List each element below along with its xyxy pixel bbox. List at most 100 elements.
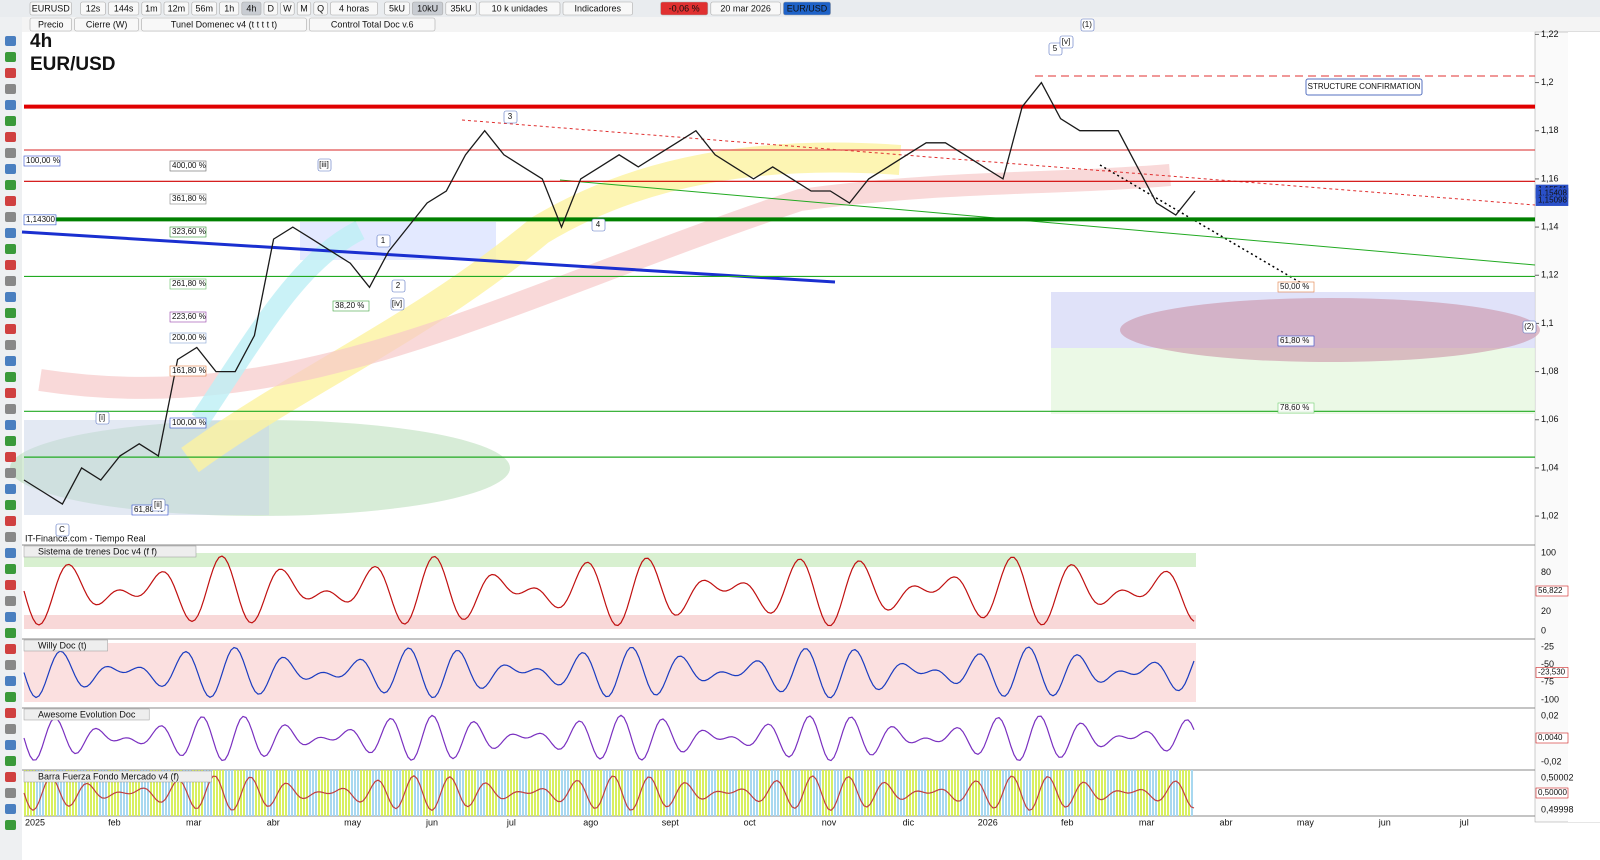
timeframe-button-box[interactable] [280, 1, 295, 16]
tool-icon[interactable] [5, 180, 16, 190]
unit-button-box[interactable] [445, 1, 477, 16]
timeframe-button-box[interactable] [241, 1, 262, 16]
tool-icon[interactable] [5, 740, 16, 750]
tool-icon[interactable] [5, 756, 16, 766]
tool-icon[interactable] [5, 548, 16, 558]
indicators-menu[interactable]: Indicadores [575, 3, 622, 13]
indicator-legend-box[interactable] [309, 17, 436, 32]
tool-icon[interactable] [5, 52, 16, 62]
timeframe-button[interactable]: 144s [114, 3, 134, 13]
tool-icon[interactable] [5, 420, 16, 430]
tool-icon[interactable] [5, 452, 16, 462]
instrument[interactable]: EUR/USD [787, 3, 828, 13]
date-box[interactable] [710, 1, 781, 16]
tool-icon[interactable] [5, 660, 16, 670]
timeframe-button[interactable]: 12m [168, 3, 186, 13]
timeframe-button[interactable]: 56m [195, 3, 213, 13]
indicator-legend-box[interactable] [74, 17, 139, 32]
tool-icon[interactable] [5, 228, 16, 238]
indicator-legend[interactable]: Cierre (W) [86, 19, 128, 29]
change[interactable]: -0,06 % [669, 3, 700, 13]
tool-icon[interactable] [5, 596, 16, 606]
timeframe-button-box[interactable] [313, 1, 328, 16]
timeframe-button-box[interactable] [108, 1, 140, 16]
timeframe-button[interactable]: Q [317, 3, 324, 13]
timeframe-button-box[interactable] [80, 1, 106, 16]
tool-icon[interactable] [5, 372, 16, 382]
tool-icon[interactable] [5, 212, 16, 222]
tool-icon[interactable] [5, 612, 16, 622]
timeframe-button-box[interactable] [163, 1, 190, 16]
timeframe-button[interactable]: D [268, 3, 275, 13]
tool-icon[interactable] [5, 292, 16, 302]
units-menu-box[interactable] [478, 1, 561, 16]
timeframe-button-box[interactable] [296, 1, 312, 16]
timeframe-button-box[interactable] [219, 1, 240, 16]
tool-icon[interactable] [5, 388, 16, 398]
tool-icon[interactable] [5, 772, 16, 782]
tool-icon[interactable] [5, 692, 16, 702]
symbol[interactable]: EURUSD [32, 3, 71, 13]
unit-button-box[interactable] [384, 1, 410, 16]
indicator-legend-box[interactable] [141, 17, 307, 32]
tool-icon[interactable] [5, 468, 16, 478]
timeframe-button[interactable]: W [283, 3, 292, 13]
tool-icon[interactable] [5, 340, 16, 350]
period-menu-box[interactable] [330, 1, 378, 16]
tool-icon[interactable] [5, 788, 16, 798]
timeframe-button[interactable]: 1m [145, 3, 158, 13]
indicator-legend[interactable]: Tunel Domenec v4 (t t t t t) [171, 19, 277, 29]
tool-icon[interactable] [5, 356, 16, 366]
tool-icon[interactable] [5, 36, 16, 46]
tool-icon[interactable] [5, 484, 16, 494]
tool-icon[interactable] [5, 580, 16, 590]
indicator-legend-box[interactable] [29, 17, 72, 32]
indicators-menu-box[interactable] [562, 1, 633, 16]
tool-icon[interactable] [5, 196, 16, 206]
tool-icon[interactable] [5, 260, 16, 270]
tool-icon[interactable] [5, 148, 16, 158]
symbol-box[interactable] [29, 1, 72, 16]
tool-icon[interactable] [5, 436, 16, 446]
tool-icon[interactable] [5, 676, 16, 686]
indicator-legend[interactable]: Control Total Doc v.6 [331, 19, 414, 29]
unit-button[interactable]: 10kU [417, 3, 438, 13]
tool-icon[interactable] [5, 564, 16, 574]
tool-icon[interactable] [5, 276, 16, 286]
timeframe-button[interactable]: 12s [86, 3, 101, 13]
timeframe-button-box[interactable] [191, 1, 217, 16]
timeframe-button[interactable]: M [300, 3, 308, 13]
tool-icon[interactable] [5, 516, 16, 526]
change-box[interactable] [660, 1, 709, 16]
tool-icon[interactable] [5, 308, 16, 318]
unit-button[interactable]: 5kU [389, 3, 405, 13]
tool-icon[interactable] [5, 324, 16, 334]
timeframe-button-box[interactable] [141, 1, 162, 16]
tool-icon[interactable] [5, 628, 16, 638]
date[interactable]: 20 mar 2026 [720, 3, 771, 13]
tool-icon[interactable] [5, 116, 16, 126]
tool-icon[interactable] [5, 68, 16, 78]
period-menu[interactable]: 4 horas [339, 3, 370, 13]
indicator-legend[interactable]: Precio [38, 19, 64, 29]
tool-icon[interactable] [5, 244, 16, 254]
tool-icon[interactable] [5, 804, 16, 814]
tool-icon[interactable] [5, 404, 16, 414]
tool-icon[interactable] [5, 532, 16, 542]
tool-icon[interactable] [5, 724, 16, 734]
instrument-box[interactable] [783, 1, 831, 16]
tool-icon[interactable] [5, 644, 16, 654]
timeframe-button[interactable]: 1h [224, 3, 234, 13]
timeframe-button-box[interactable] [263, 1, 278, 16]
unit-button[interactable]: 35kU [450, 3, 471, 13]
tool-icon[interactable] [5, 500, 16, 510]
timeframe-button[interactable]: 4h [246, 3, 256, 13]
unit-button-box[interactable] [412, 1, 444, 16]
tool-icon[interactable] [5, 820, 16, 830]
tool-icon[interactable] [5, 132, 16, 142]
tool-icon[interactable] [5, 84, 16, 94]
units-menu[interactable]: 10 k unidades [492, 3, 549, 13]
tool-icon[interactable] [5, 708, 16, 718]
tool-icon[interactable] [5, 164, 16, 174]
tool-icon[interactable] [5, 100, 16, 110]
